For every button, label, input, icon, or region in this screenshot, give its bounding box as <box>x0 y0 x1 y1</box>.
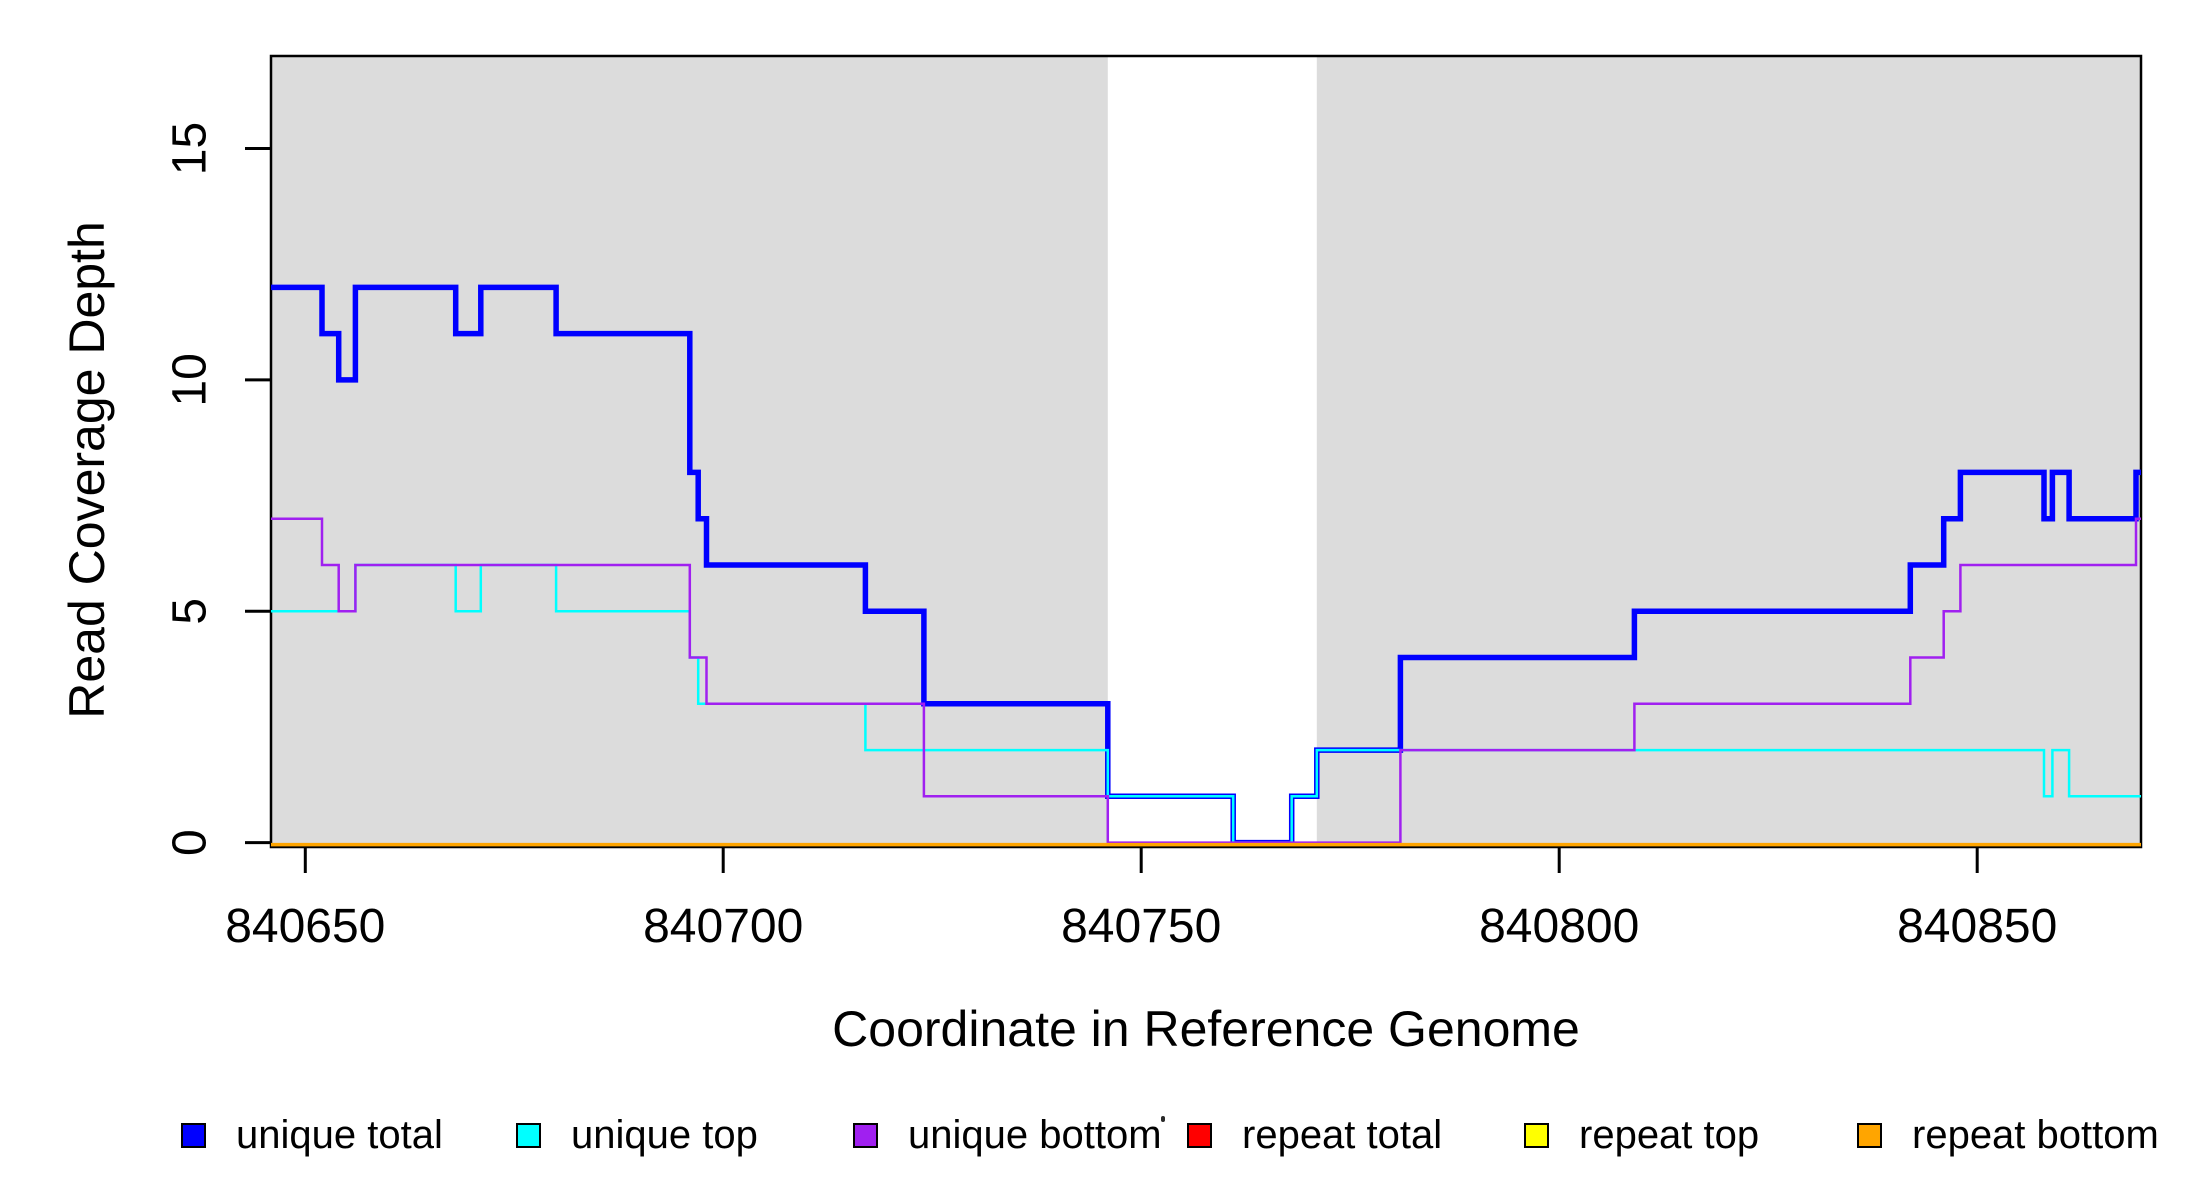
x-tick-label: 840650 <box>225 900 385 953</box>
legend-swatch-unique-total <box>181 1122 206 1148</box>
stray-mark <box>1161 1116 1165 1122</box>
legend-label: repeat total <box>1242 1113 1443 1157</box>
legend-swatch-repeat-bottom <box>1857 1122 1882 1148</box>
legend-label: unique total <box>236 1113 443 1157</box>
y-tick-label: 15 <box>164 122 217 175</box>
legend-label: repeat top <box>1579 1113 1760 1157</box>
x-tick-label: 840850 <box>1897 900 2057 953</box>
shaded-region <box>1316 56 2141 847</box>
x-tick-label: 840750 <box>1061 900 1221 953</box>
series-line-unique-bottom <box>271 517 2141 844</box>
legend-item-repeat-bottom: repeat bottom <box>1857 1113 2159 1157</box>
legend-item-unique-top: unique top <box>516 1113 758 1157</box>
legend-label: unique top <box>571 1113 758 1157</box>
series-line-unique-top <box>271 563 2141 844</box>
legend-swatch-unique-top <box>516 1122 541 1148</box>
legend-item-unique-bottom: unique bottom <box>853 1113 1162 1157</box>
x-tick-label: 840800 <box>1479 900 1639 953</box>
legend-item-repeat-top: repeat top <box>1524 1113 1760 1157</box>
x-tick-label: 840700 <box>643 900 803 953</box>
legend-swatch-repeat-top <box>1524 1122 1549 1148</box>
legend-item-unique-total: unique total <box>181 1113 443 1157</box>
legend-label: unique bottom <box>908 1113 1162 1157</box>
legend-label: repeat bottom <box>1912 1113 2159 1157</box>
legend-item-repeat-total: repeat total <box>1187 1113 1443 1157</box>
y-tick-label: 0 <box>164 829 217 856</box>
y-tick-label: 10 <box>164 353 217 406</box>
legend-swatch-unique-bottom <box>853 1122 878 1148</box>
x-axis-title: Coordinate in Reference Genome <box>832 1001 1580 1057</box>
legend-swatch-repeat-total <box>1187 1122 1212 1148</box>
y-tick-label: 5 <box>164 598 217 625</box>
y-axis-title: Read Coverage Depth <box>59 221 115 719</box>
plot-border <box>269 54 2143 849</box>
